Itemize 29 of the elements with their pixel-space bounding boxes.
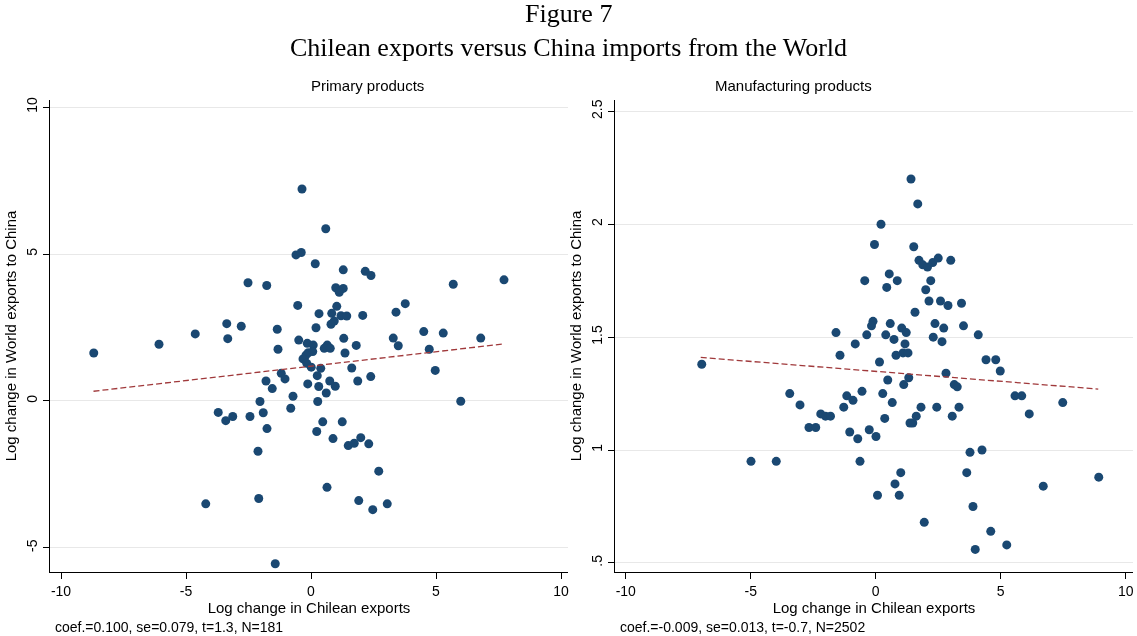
- x-tick-label: 10: [1117, 582, 1134, 599]
- x-tick-label: 10: [553, 582, 569, 599]
- y-tick-label: 1: [589, 443, 606, 452]
- y-axis-title: Log change in World exports to China: [1, 209, 19, 462]
- y-tick-label: 10: [24, 96, 41, 113]
- y-tick-label: .5: [589, 554, 606, 567]
- x-tick-label: 0: [307, 582, 316, 599]
- x-tick-label: -10: [615, 582, 637, 599]
- text: coef.=0.100, se=0.079, t=1.3, N=181: [55, 619, 284, 635]
- y-tick-label: 2.5: [589, 99, 606, 119]
- y-tick-label: 1.5: [589, 325, 606, 345]
- x-axis-title: Log change in Chilean exports: [772, 598, 976, 616]
- text: coef.=-0.009, se=0.013, t=-0.7, N=2502: [620, 619, 866, 635]
- y-tick-label: 5: [24, 247, 41, 256]
- x-tick-label: 0: [871, 582, 880, 599]
- chart-title: Manufacturing products: [715, 77, 872, 94]
- x-tick-label: -5: [744, 582, 758, 599]
- x-tick-label: -10: [50, 582, 72, 599]
- chart-title: Primary products: [311, 77, 425, 94]
- x-tick-label: 5: [996, 582, 1005, 599]
- x-tick-label: -5: [179, 582, 193, 599]
- text: Chilean exports versus China imports from the World: [290, 33, 848, 62]
- y-tick-label: 0: [24, 394, 41, 403]
- y-tick-label: 2: [589, 218, 606, 227]
- x-tick-label: 5: [432, 582, 441, 599]
- caption: Figure 7: [525, 0, 613, 28]
- y-tick-label: -5: [24, 539, 41, 553]
- x-axis-title: Log change in Chilean exports: [207, 598, 411, 616]
- y-axis-title: Log change in World exports to China: [566, 209, 584, 462]
